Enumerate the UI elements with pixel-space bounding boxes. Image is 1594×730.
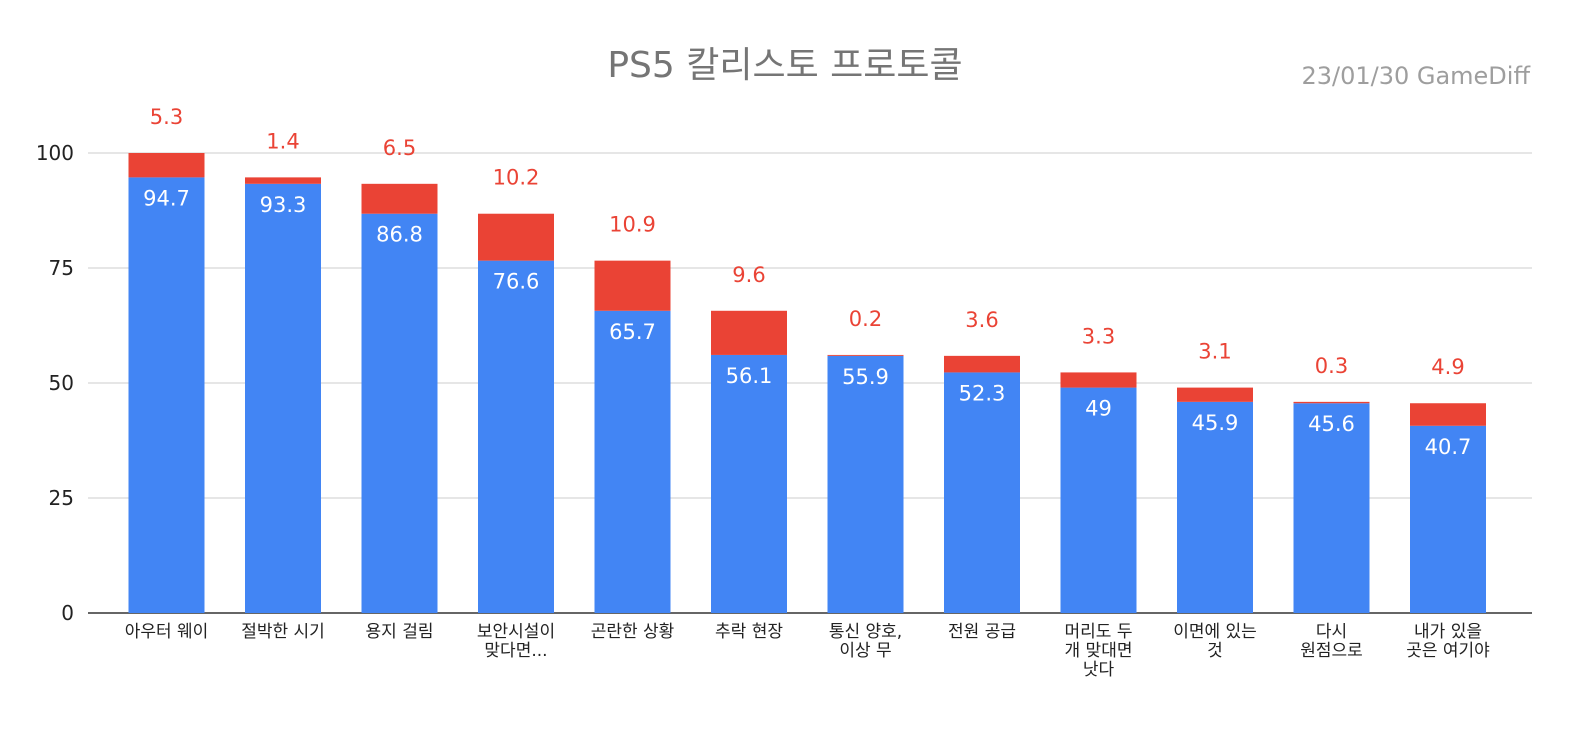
data-label-blue: 55.9 <box>842 365 889 389</box>
bar-segment-red <box>128 153 205 178</box>
bar-segment-red <box>1060 372 1137 388</box>
y-tick-label: 0 <box>61 601 74 625</box>
x-tick-line: 통신 양호, <box>829 622 902 642</box>
data-label-blue: 76.6 <box>493 270 540 294</box>
x-tick-label: 이면에 있는 것 <box>1173 622 1257 661</box>
bar-segment-red <box>1177 387 1253 402</box>
bar-segment-blue <box>245 183 321 613</box>
x-tick-label: 용지 걸림 <box>366 622 434 642</box>
data-label-blue: 45.6 <box>1308 412 1355 436</box>
x-axis: 아우터 웨이 절박한 시기 용지 걸림 보안시설이 맞다면... 곤란한 상황 추락 현장 통… <box>125 622 1490 680</box>
data-label-red: 3.1 <box>1198 340 1231 364</box>
x-tick-line: 아우터 웨이 <box>125 622 209 642</box>
x-tick-line: 곳은 여기야 <box>1406 641 1490 661</box>
data-label-red: 1.4 <box>266 129 299 153</box>
data-label-red: 0.2 <box>849 307 882 331</box>
data-label-red: 10.2 <box>493 166 540 190</box>
bar-segment-blue <box>478 260 554 613</box>
x-tick-line: 이상 무 <box>839 641 891 661</box>
bar-segment-red <box>361 183 438 214</box>
x-tick-label: 아우터 웨이 <box>125 622 209 642</box>
x-tick-line: 낫다 <box>1083 660 1115 680</box>
bar-segment-red <box>1293 401 1370 404</box>
data-label-red: 5.3 <box>150 105 183 129</box>
chart-title: PS5 칼리스토 프로토콜 <box>607 45 962 86</box>
x-tick-line: 곤란한 상황 <box>591 622 675 642</box>
y-tick-label: 75 <box>49 256 74 280</box>
bar-segment-blue <box>711 354 787 613</box>
data-label-red: 9.6 <box>732 263 765 287</box>
x-tick-line: 전원 공급 <box>948 622 1016 642</box>
data-label-blue: 56.1 <box>726 364 773 388</box>
bar-segment-red <box>944 355 1020 373</box>
gridlines <box>88 152 1532 614</box>
bar-segment-red <box>245 177 321 184</box>
bar-segment-blue <box>128 177 205 613</box>
x-tick-label: 다시 원점으로 <box>1300 622 1363 661</box>
data-label-red: 3.3 <box>1082 324 1115 348</box>
x-tick-line: 머리도 두 <box>1065 622 1133 642</box>
x-tick-line: 원점으로 <box>1300 641 1363 661</box>
bar-segment-blue <box>1410 425 1486 613</box>
bar-segment-blue <box>1177 401 1253 613</box>
bar-segment-blue <box>1060 387 1137 613</box>
chart-note: 23/01/30 GameDiff <box>1301 62 1530 90</box>
x-tick-label: 내가 있을 곳은 여기야 <box>1406 622 1490 661</box>
data-label-red: 10.9 <box>609 213 656 237</box>
x-tick-line: 맞다면... <box>484 641 547 661</box>
x-tick-line: 이면에 있는 <box>1173 622 1257 642</box>
x-tick-label: 추락 현장 <box>715 622 783 642</box>
data-label-blue: 94.7 <box>143 186 190 210</box>
data-label-red: 3.6 <box>965 308 998 332</box>
x-tick-line: 용지 걸림 <box>366 622 434 642</box>
bar-segment-red <box>594 260 671 311</box>
data-label-red: 0.3 <box>1315 354 1348 378</box>
x-tick-label: 절박한 시기 <box>241 622 325 642</box>
x-tick-line: 다시 <box>1316 622 1347 642</box>
data-label-blue: 40.7 <box>1425 435 1472 459</box>
x-tick-line: 것 <box>1207 641 1223 661</box>
y-tick-label: 50 <box>49 371 74 395</box>
data-label-blue: 45.9 <box>1192 411 1239 435</box>
bar-segment-red <box>711 310 787 355</box>
bar-segment-blue <box>944 372 1020 613</box>
data-label-blue: 93.3 <box>260 193 307 217</box>
bar-segment-red <box>827 354 904 356</box>
data-label-red: 4.9 <box>1431 355 1464 379</box>
x-tick-line: 추락 현장 <box>715 622 783 642</box>
bar-segment-blue <box>827 355 904 613</box>
x-tick-label: 곤란한 상황 <box>591 622 675 642</box>
y-tick-label: 25 <box>49 486 74 510</box>
data-label-blue: 86.8 <box>376 223 423 247</box>
data-label-blue: 49 <box>1085 397 1112 421</box>
y-tick-label: 100 <box>36 141 74 165</box>
x-tick-label: 보안시설이 맞다면... <box>477 622 555 661</box>
x-tick-line: 보안시설이 <box>477 622 555 642</box>
x-tick-line: 내가 있을 <box>1414 622 1482 642</box>
x-tick-label: 통신 양호, 이상 무 <box>829 622 902 661</box>
bar-segment-blue <box>361 213 438 613</box>
data-label-blue: 65.7 <box>609 320 656 344</box>
x-tick-line: 개 맞대면 <box>1065 641 1133 661</box>
bars: 94.7 5.3 93.3 1.4 86.8 6.5 76.6 10.2 65.7 10.9 56.… <box>128 105 1486 613</box>
data-label-red: 6.5 <box>383 136 416 160</box>
y-axis: 0 25 50 75 100 <box>36 141 74 625</box>
bar-segment-blue <box>594 310 671 613</box>
bar-segment-red <box>478 213 554 261</box>
bar-segment-red <box>1410 403 1486 426</box>
x-tick-line: 절박한 시기 <box>241 622 325 642</box>
data-label-blue: 52.3 <box>959 381 1006 405</box>
bar-segment-blue <box>1293 403 1370 613</box>
x-tick-label: 전원 공급 <box>948 622 1016 642</box>
